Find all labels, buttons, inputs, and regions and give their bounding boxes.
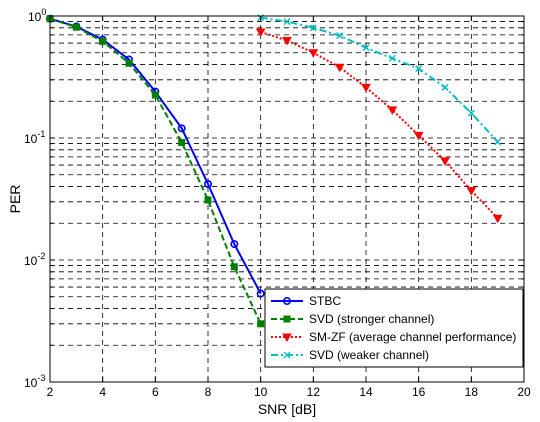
grid <box>50 16 524 382</box>
data-point <box>151 91 159 99</box>
data-point <box>257 320 265 328</box>
legend-marker <box>282 296 291 305</box>
data-point <box>256 289 265 298</box>
x-tick-label: 14 <box>359 385 373 399</box>
data-point <box>336 32 344 40</box>
data-point <box>177 124 186 133</box>
y-tick-label: 10-2 <box>24 251 45 268</box>
x-tick-label: 12 <box>307 385 321 399</box>
data-point <box>361 83 371 93</box>
data-point <box>494 138 502 146</box>
legend-marker <box>282 333 292 343</box>
x-tick-label: 2 <box>47 385 54 399</box>
data-point <box>362 44 370 52</box>
data-point <box>308 49 319 58</box>
data-point <box>204 196 212 204</box>
series-group <box>45 14 503 328</box>
x-tick-label: 20 <box>517 385 531 399</box>
x-tick-label: 4 <box>99 385 106 399</box>
x-tick-label: 8 <box>205 385 212 399</box>
x-tick-label: 6 <box>152 385 159 399</box>
x-axis-label: SNR [dB] <box>258 401 316 417</box>
data-point <box>283 18 291 26</box>
data-point <box>125 59 133 67</box>
data-point <box>282 36 292 46</box>
legend-label: SVD (weaker channel) <box>309 348 429 362</box>
data-point <box>492 214 503 224</box>
data-point <box>387 106 398 115</box>
data-point <box>413 131 424 141</box>
data-point <box>467 109 475 117</box>
plot-frame <box>49 15 525 383</box>
data-point <box>72 23 80 31</box>
x-tick-label: 18 <box>465 385 479 399</box>
data-point <box>99 37 107 45</box>
series-line <box>260 16 499 143</box>
legend-box <box>264 288 524 368</box>
data-point <box>441 83 449 91</box>
series-line <box>49 17 262 325</box>
data-point <box>388 54 396 62</box>
data-point <box>230 240 239 249</box>
axes: 2 4 6 8 10 12 14 16 18 20 100 10-1 10-2 10-3 <box>24 7 531 399</box>
series-1 <box>46 15 265 328</box>
legend-label: STBC <box>309 294 341 308</box>
data-point <box>440 157 450 166</box>
data-point <box>255 28 266 37</box>
legend-marker <box>283 315 291 323</box>
y-tick-label: 100 <box>28 7 46 24</box>
x-tick-label: 16 <box>412 385 426 399</box>
x-tick-label: 10 <box>254 385 268 399</box>
series-line <box>260 31 499 219</box>
legend: STBC SVD (stronger channel) SM-ZF (average… <box>264 288 524 368</box>
data-point <box>178 138 186 146</box>
series-2 <box>255 28 503 224</box>
data-point <box>204 179 213 188</box>
legend-label: SVD (stronger channel) <box>309 312 434 326</box>
legend-marker <box>283 351 291 359</box>
legend-label: SM-ZF (average channel performance) <box>309 330 516 344</box>
data-point <box>415 65 423 73</box>
y-axis-label: PER <box>7 185 23 214</box>
y-tick-label: 10-1 <box>24 129 45 146</box>
data-point <box>230 263 238 271</box>
data-point <box>334 63 345 73</box>
data-point <box>466 187 477 196</box>
y-tick-label: 10-3 <box>24 373 45 390</box>
data-point <box>309 24 317 32</box>
